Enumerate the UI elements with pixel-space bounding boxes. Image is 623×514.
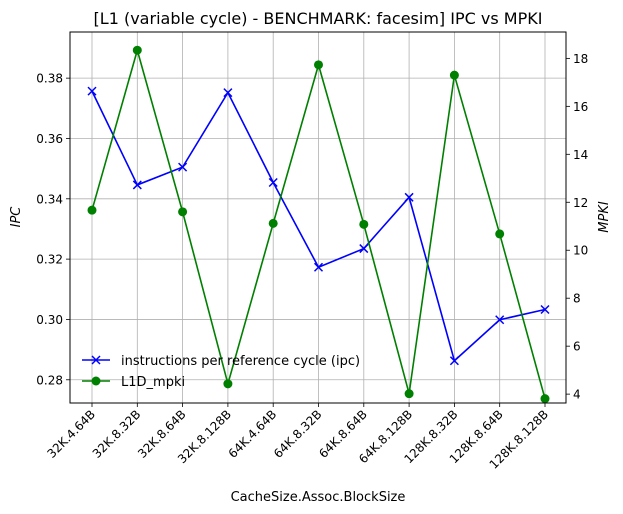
mpki-point (178, 207, 188, 217)
x-tick-label: 64K.8.32B (271, 407, 325, 461)
mpki-point (359, 219, 369, 229)
x-tick-label: 32K.4.64B (44, 407, 98, 461)
left-y-tick-label: 0.38 (36, 72, 63, 86)
ipc-point (495, 315, 505, 325)
mpki-point (132, 45, 142, 55)
legend-mpki-swatch-marker (91, 376, 101, 386)
legend-ipc-swatch-marker (91, 355, 101, 365)
legend: instructions per reference cycle (ipc) L… (82, 354, 360, 390)
right-y-tick-label: 14 (573, 148, 588, 162)
right-y-tick-label: 6 (573, 340, 581, 354)
left-y-tick-label: 0.32 (36, 253, 63, 267)
mpki-point (495, 229, 505, 239)
right-y-tick-label: 18 (573, 52, 588, 66)
x-axis-ticks: 32K.4.64B32K.8.32B32K.8.64B32K.8.128B64K… (44, 403, 551, 472)
mpki-point (540, 394, 550, 404)
left-y-axis-label: IPC (9, 206, 24, 228)
mpki-point (314, 60, 323, 70)
mpki-point (268, 218, 278, 228)
x-tick-label: 64K.4.64B (226, 407, 280, 461)
plot-frame (69, 31, 567, 404)
mpki-point (223, 379, 233, 389)
ipc-point (178, 162, 188, 172)
mpki-point (87, 205, 97, 215)
right-y-axis-label: MPKI (597, 201, 612, 233)
left-y-axis-ticks: 0.28 0.30 0.32 0.34 0.36 0.38 (36, 72, 70, 387)
ipc-point (540, 304, 550, 315)
ipc-point (268, 177, 278, 188)
left-y-tick-label: 0.34 (36, 192, 63, 206)
ipc-point (449, 356, 459, 366)
series-layer (87, 45, 550, 404)
ipc-point (313, 262, 324, 272)
mpki-point (449, 70, 459, 80)
right-y-tick-label: 4 (573, 388, 581, 402)
grid (70, 32, 566, 403)
ipc-point (132, 180, 142, 190)
ipc-point (87, 86, 97, 96)
right-y-axis-ticks: 4 6 8 10 12 14 16 18 (566, 52, 588, 402)
legend-mpki-label: L1D_mpki (121, 375, 185, 390)
right-y-tick-label: 10 (573, 244, 588, 258)
x-tick-label: 32K.8.32B (90, 407, 144, 461)
ipc-point (223, 88, 233, 98)
right-y-tick-label: 16 (573, 100, 588, 114)
left-y-tick-label: 0.36 (36, 132, 63, 146)
ipc-point (404, 192, 414, 202)
mpki-point (404, 389, 414, 399)
left-y-tick-label: 0.30 (36, 313, 63, 327)
ipc-point (359, 244, 369, 254)
x-axis-label: CacheSize.Assoc.BlockSize (231, 490, 406, 505)
chart-title: [L1 (variable cycle) - BENCHMARK: facesi… (94, 9, 543, 28)
right-y-tick-label: 8 (573, 292, 581, 306)
right-y-tick-label: 12 (573, 196, 588, 210)
legend-ipc-label: instructions per reference cycle (ipc) (121, 354, 360, 369)
left-y-tick-label: 0.28 (36, 373, 63, 387)
